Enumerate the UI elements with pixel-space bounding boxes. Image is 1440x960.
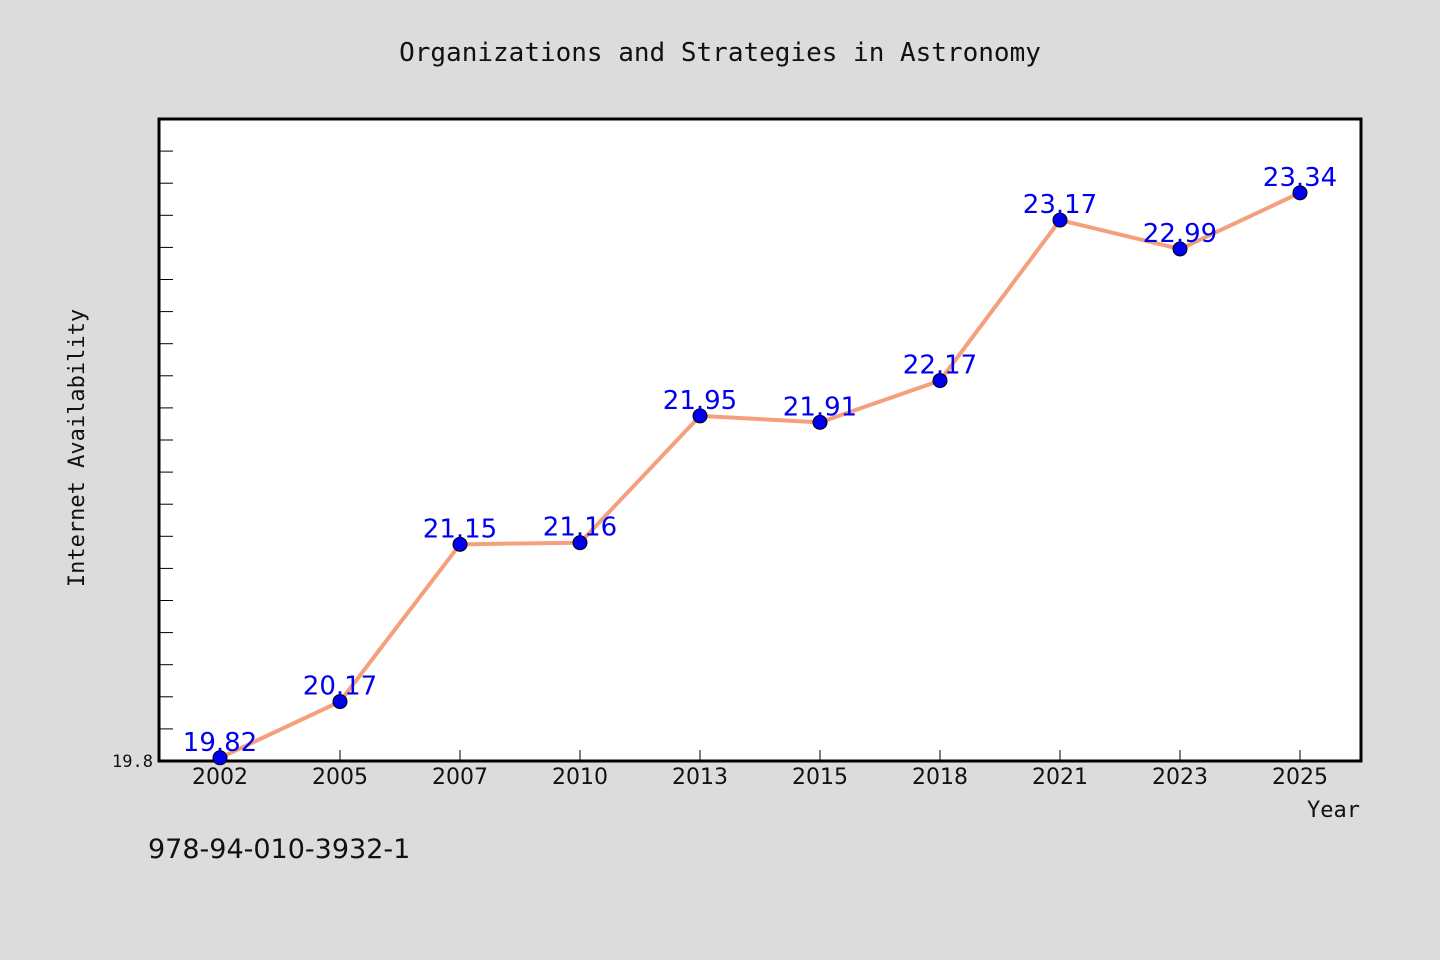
y-axis: 19.8 bbox=[112, 118, 173, 772]
x-axis-label: Year bbox=[1307, 798, 1360, 823]
data-point bbox=[692, 408, 708, 424]
series-line-group: 19.82 20.17 21.15 21.16 21.95 21.91 22.17 23.17… bbox=[183, 163, 1337, 766]
x-tick-label: 2002 bbox=[192, 765, 248, 790]
data-label: 22.17 bbox=[903, 351, 977, 381]
data-point bbox=[812, 414, 828, 430]
data-label: 21.16 bbox=[543, 513, 617, 543]
series-line bbox=[219, 191, 1301, 760]
data-point bbox=[212, 750, 228, 766]
data-label: 23.17 bbox=[1023, 190, 1097, 220]
x-tick-label: 2015 bbox=[792, 765, 848, 790]
y-axis-label: Internet Availability bbox=[65, 309, 90, 587]
data-label: 19.82 bbox=[183, 728, 257, 758]
data-point bbox=[1052, 212, 1068, 228]
x-tick-label: 2021 bbox=[1032, 765, 1088, 790]
data-label: 21.91 bbox=[783, 392, 857, 422]
data-label: 21.15 bbox=[423, 514, 497, 544]
data-point bbox=[572, 535, 588, 551]
data-point bbox=[452, 536, 468, 552]
data-label: 22.99 bbox=[1143, 219, 1217, 249]
x-tick-label: 2007 bbox=[432, 765, 488, 790]
x-tick-label: 2018 bbox=[912, 765, 968, 790]
x-tick-label: 2005 bbox=[312, 765, 368, 790]
y-tick-label: 19.8 bbox=[112, 752, 153, 772]
data-point bbox=[1172, 241, 1188, 257]
data-label: 21.95 bbox=[663, 386, 737, 416]
data-label: 23.34 bbox=[1263, 163, 1337, 193]
chart-title: Organizations and Strategies in Astronom… bbox=[399, 38, 1041, 68]
x-axis: 2002 2005 2007 2010 2013 2015 2018 2021 2023 2025 bbox=[192, 750, 1328, 790]
x-tick-label: 2010 bbox=[552, 765, 608, 790]
x-tick-label: 2013 bbox=[672, 765, 728, 790]
x-tick-label: 2025 bbox=[1272, 765, 1328, 790]
data-label: 20.17 bbox=[303, 672, 377, 702]
footer-code: 978-94-010-3932-1 bbox=[148, 834, 411, 865]
plot-area bbox=[157, 117, 1363, 763]
x-tick-label: 2023 bbox=[1152, 765, 1208, 790]
data-point bbox=[1292, 185, 1308, 201]
data-point bbox=[332, 694, 348, 710]
data-point bbox=[932, 373, 948, 389]
